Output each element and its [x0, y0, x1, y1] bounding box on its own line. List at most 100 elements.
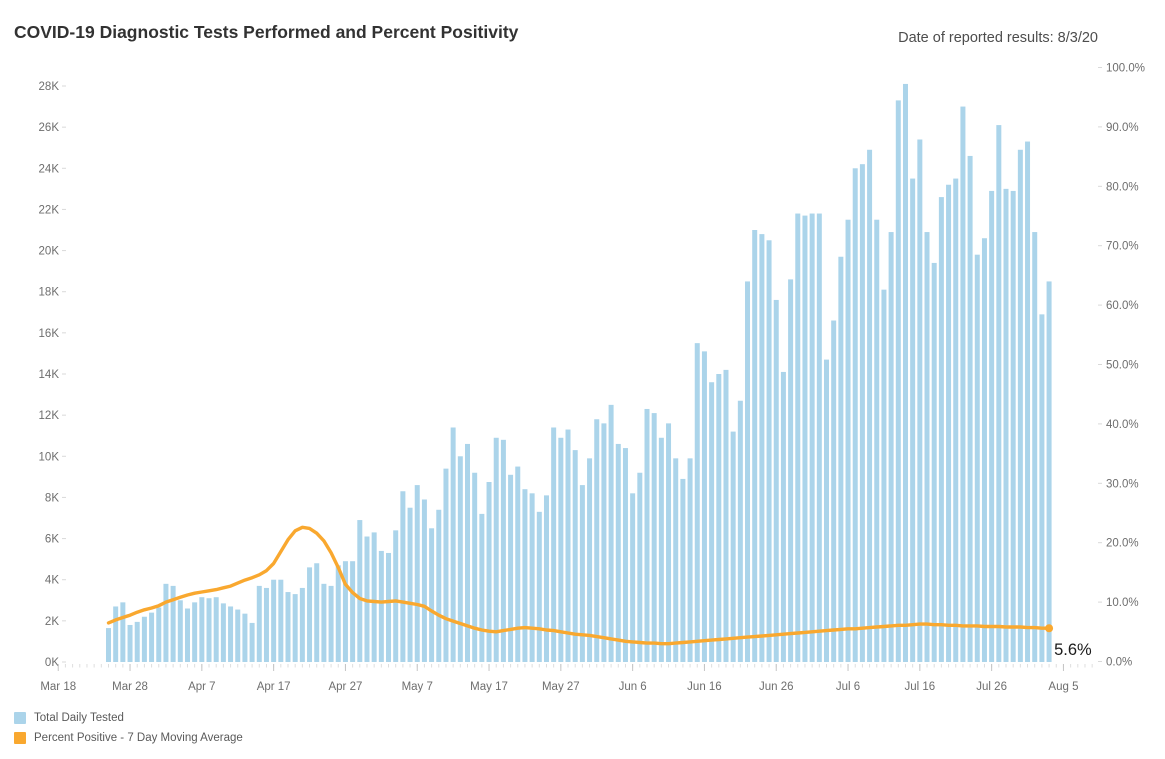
daily-tested-bar[interactable]: [730, 431, 736, 662]
daily-tested-bar[interactable]: [357, 520, 363, 662]
daily-tested-bar[interactable]: [321, 583, 327, 662]
daily-tested-bar[interactable]: [816, 213, 822, 663]
daily-tested-bar[interactable]: [529, 493, 535, 662]
daily-tested-bar[interactable]: [867, 149, 873, 662]
daily-tested-bar[interactable]: [752, 230, 758, 662]
daily-tested-bar[interactable]: [256, 585, 262, 662]
daily-tested-bar[interactable]: [457, 456, 463, 662]
daily-tested-bar[interactable]: [996, 125, 1002, 663]
daily-tested-bar[interactable]: [472, 472, 478, 662]
daily-tested-bar[interactable]: [120, 602, 126, 662]
daily-tested-bar[interactable]: [673, 458, 679, 662]
daily-tested-bar[interactable]: [500, 439, 506, 662]
daily-tested-bar[interactable]: [292, 594, 298, 662]
daily-tested-bar[interactable]: [378, 550, 384, 662]
daily-tested-bar[interactable]: [486, 482, 492, 662]
daily-tested-bar[interactable]: [414, 485, 420, 662]
daily-tested-bar[interactable]: [184, 608, 190, 662]
daily-tested-bar[interactable]: [543, 495, 549, 662]
daily-tested-bar[interactable]: [342, 561, 348, 662]
daily-tested-bar[interactable]: [658, 437, 664, 662]
daily-tested-bar[interactable]: [737, 400, 743, 662]
daily-tested-bar[interactable]: [651, 413, 657, 662]
daily-tested-bar[interactable]: [407, 507, 413, 662]
daily-tested-bar[interactable]: [859, 164, 865, 662]
daily-tested-bar[interactable]: [802, 215, 808, 662]
daily-tested-bar[interactable]: [350, 561, 356, 662]
daily-tested-bar[interactable]: [465, 443, 470, 662]
daily-tested-bar[interactable]: [515, 466, 521, 662]
daily-tested-bar[interactable]: [271, 579, 277, 662]
daily-tested-bar[interactable]: [177, 600, 183, 662]
daily-tested-bar[interactable]: [881, 289, 887, 662]
daily-tested-bar[interactable]: [572, 450, 578, 662]
line-end-dot[interactable]: [1045, 624, 1054, 633]
daily-tested-bar[interactable]: [134, 621, 140, 662]
daily-tested-bar[interactable]: [508, 474, 514, 662]
daily-tested-bar[interactable]: [299, 587, 305, 662]
daily-tested-bar[interactable]: [795, 213, 801, 663]
daily-tested-bar[interactable]: [479, 513, 485, 662]
daily-tested-bar[interactable]: [314, 563, 320, 662]
daily-tested-bar[interactable]: [522, 489, 528, 662]
daily-tested-bar[interactable]: [328, 585, 334, 662]
daily-tested-bar[interactable]: [242, 613, 248, 662]
daily-tested-bar[interactable]: [579, 485, 585, 662]
percent-positive-line[interactable]: [106, 525, 1051, 646]
daily-tested-bar[interactable]: [615, 443, 621, 662]
daily-tested-bar[interactable]: [450, 427, 456, 662]
daily-tested-bar[interactable]: [845, 219, 851, 662]
daily-tested-bar[interactable]: [644, 408, 650, 662]
daily-tested-bar[interactable]: [127, 624, 133, 662]
daily-tested-bar[interactable]: [199, 597, 205, 662]
daily-tested-bar[interactable]: [1017, 149, 1023, 662]
daily-tested-bar[interactable]: [1032, 232, 1038, 663]
daily-tested-bar[interactable]: [228, 606, 234, 662]
daily-tested-bar[interactable]: [1010, 190, 1016, 662]
daily-tested-bar[interactable]: [716, 374, 722, 662]
daily-tested-bar[interactable]: [824, 359, 829, 662]
legend-item-percent-positive[interactable]: Percent Positive - 7 Day Moving Average: [14, 728, 243, 748]
daily-tested-bar[interactable]: [536, 511, 542, 662]
daily-tested-bar[interactable]: [565, 429, 571, 662]
daily-tested-bar[interactable]: [558, 437, 564, 662]
daily-tested-bar[interactable]: [170, 585, 176, 662]
daily-tested-bar[interactable]: [622, 448, 628, 662]
daily-tested-bar[interactable]: [967, 155, 973, 662]
daily-tested-bar[interactable]: [393, 530, 399, 662]
daily-tested-bar[interactable]: [974, 254, 980, 662]
daily-tested-bar[interactable]: [981, 238, 987, 662]
daily-tested-bar[interactable]: [192, 602, 198, 662]
daily-tested-bar[interactable]: [601, 423, 607, 662]
daily-tested-bar[interactable]: [874, 219, 880, 662]
daily-tested-bar[interactable]: [335, 565, 341, 662]
daily-tested-bar[interactable]: [953, 178, 959, 663]
daily-tested-bar[interactable]: [745, 281, 751, 662]
daily-tested-bar[interactable]: [917, 139, 923, 662]
daily-tested-bar[interactable]: [910, 178, 916, 663]
daily-tested-bar[interactable]: [220, 603, 226, 662]
daily-tested-bar[interactable]: [766, 240, 772, 663]
daily-tested-bar[interactable]: [371, 532, 377, 662]
daily-tested-bar[interactable]: [106, 628, 111, 662]
daily-tested-bar[interactable]: [895, 100, 901, 662]
daily-tested-bar[interactable]: [680, 478, 686, 662]
daily-tested-bar[interactable]: [149, 612, 155, 662]
daily-tested-bar[interactable]: [723, 369, 729, 662]
daily-tested-bar[interactable]: [307, 567, 313, 662]
daily-tested-bar[interactable]: [156, 607, 162, 662]
daily-tested-bar[interactable]: [902, 83, 908, 662]
daily-tested-bar[interactable]: [386, 552, 392, 662]
daily-tested-bar[interactable]: [666, 423, 672, 662]
daily-tested-bar[interactable]: [1025, 141, 1031, 663]
daily-tested-bar[interactable]: [141, 616, 147, 662]
daily-tested-bar[interactable]: [213, 597, 219, 662]
daily-tested-bar[interactable]: [960, 106, 966, 663]
daily-tested-bar[interactable]: [888, 232, 894, 663]
daily-tested-bar[interactable]: [206, 598, 212, 662]
daily-tested-bar[interactable]: [113, 606, 119, 662]
daily-tested-bar[interactable]: [637, 472, 643, 662]
daily-tested-bar[interactable]: [493, 437, 499, 662]
daily-tested-bar[interactable]: [263, 587, 269, 662]
daily-tested-bar[interactable]: [938, 197, 944, 663]
